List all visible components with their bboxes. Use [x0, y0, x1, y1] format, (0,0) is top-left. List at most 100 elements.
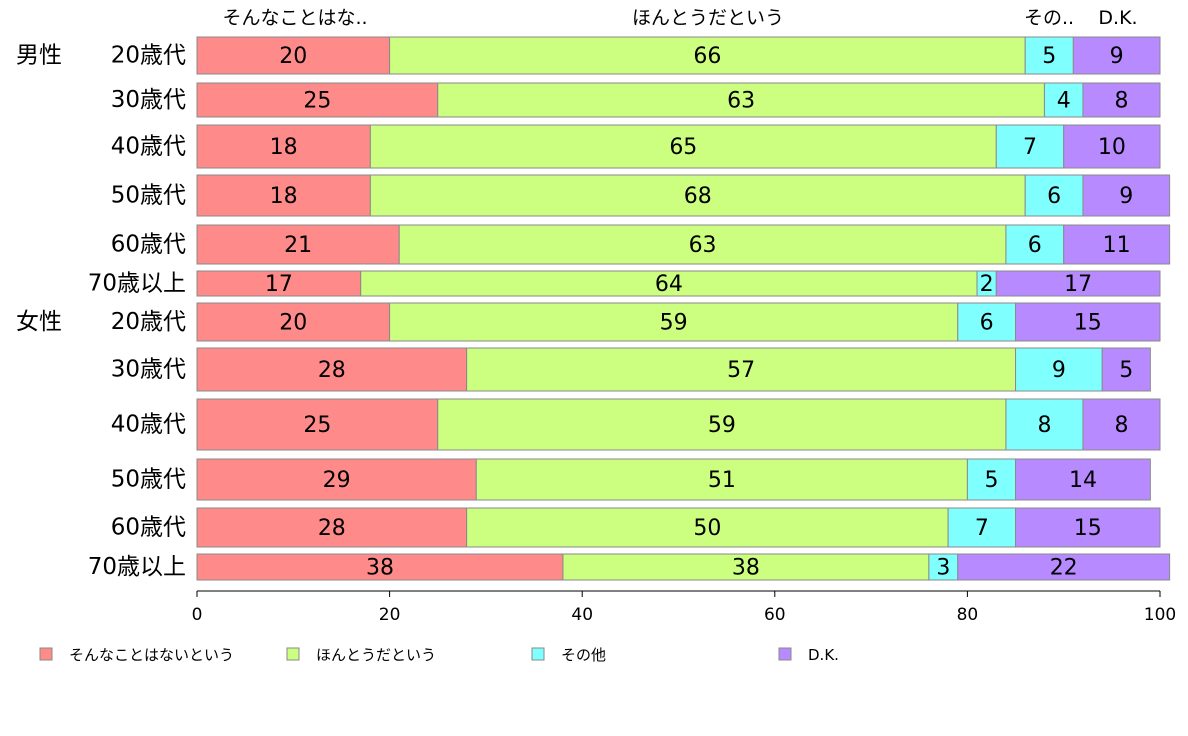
x-tick-label: 0 — [192, 605, 203, 625]
legend-label: ほんとうだという — [316, 646, 436, 664]
data-label: 8 — [1114, 413, 1128, 438]
row-label: 60歳代 — [111, 515, 186, 541]
data-label: 66 — [693, 44, 721, 69]
data-label: 28 — [318, 358, 346, 383]
bar-segment — [466, 507, 949, 548]
data-label: 5 — [1042, 44, 1056, 69]
x-tick-label: 60 — [764, 605, 786, 625]
data-label: 17 — [1064, 272, 1092, 297]
data-label: 6 — [980, 311, 994, 336]
data-label: 5 — [1119, 358, 1133, 383]
data-label: 20 — [279, 311, 307, 336]
bar-segment — [1082, 82, 1161, 118]
bar-segment — [1015, 302, 1161, 342]
bar-segment — [1082, 398, 1161, 451]
bar-segment — [437, 82, 1045, 118]
bar-segment — [475, 458, 968, 501]
column-header: ほんとうだという — [632, 7, 784, 29]
bar-segment — [562, 553, 930, 581]
data-label: 51 — [708, 468, 736, 493]
data-label: 25 — [303, 413, 331, 438]
column-header: D.K. — [1098, 7, 1137, 29]
bar-segment — [369, 124, 997, 169]
bar-segment — [1063, 124, 1161, 169]
row-label: 20歳代 — [111, 43, 186, 69]
bar-segment — [928, 553, 959, 581]
data-label: 21 — [284, 233, 312, 258]
data-label: 9 — [1052, 358, 1066, 383]
legend-swatch — [286, 647, 300, 661]
data-label: 11 — [1103, 233, 1131, 258]
data-label: 2 — [980, 272, 994, 297]
data-label: 17 — [265, 272, 293, 297]
bar-segment — [1043, 82, 1084, 118]
bar-segment — [437, 398, 1007, 451]
group-label: 女性 — [16, 309, 62, 335]
x-tick-label: 40 — [571, 605, 593, 625]
group-label: 男性 — [16, 43, 62, 69]
data-label: 8 — [1037, 413, 1051, 438]
row-label: 60歳代 — [111, 232, 186, 258]
row-label: 30歳代 — [111, 357, 186, 383]
data-label: 63 — [689, 233, 717, 258]
data-label: 59 — [708, 413, 736, 438]
x-tick-label: 80 — [957, 605, 979, 625]
bar-segment — [196, 174, 371, 217]
bar-segment — [957, 553, 1171, 581]
bar-segment — [389, 302, 959, 342]
bar-segment — [196, 36, 391, 75]
bar-segment — [1005, 224, 1065, 265]
bar-segment — [196, 458, 477, 501]
data-label: 28 — [318, 516, 346, 541]
row-label: 50歳代 — [111, 467, 186, 493]
bar-segment — [1015, 507, 1161, 548]
row-labels: 20歳代男性30歳代40歳代50歳代60歳代70歳以上20歳代女性30歳代40歳… — [16, 43, 186, 581]
data-label: 65 — [669, 135, 697, 160]
data-label: 7 — [975, 516, 989, 541]
legend-swatch — [39, 647, 53, 661]
legend: そんなことはないという ほんとうだという その他 D.K. — [39, 646, 839, 664]
bar-segment — [1015, 458, 1151, 501]
data-label: 10 — [1098, 135, 1126, 160]
legend-swatch — [531, 647, 545, 661]
column-header: その.. — [1024, 7, 1074, 29]
data-label: 50 — [693, 516, 721, 541]
legend-swatch — [778, 647, 792, 661]
data-label: 7 — [1023, 135, 1037, 160]
row-label: 50歳代 — [111, 183, 186, 209]
data-label: 9 — [1110, 44, 1124, 69]
bar-segment — [196, 224, 400, 265]
column-headers: そんなことはな.. ほんとうだという その.. D.K. — [222, 7, 1137, 29]
data-label: 8 — [1114, 89, 1128, 114]
data-label: 15 — [1074, 311, 1102, 336]
bar-segment — [196, 553, 564, 581]
bar-segment — [196, 82, 439, 118]
data-label: 63 — [727, 89, 755, 114]
data-label: 38 — [732, 556, 760, 581]
row-label: 70歳以上 — [88, 271, 186, 297]
bar-segment — [966, 458, 1017, 501]
bar-segment — [196, 270, 362, 297]
data-label: 57 — [727, 358, 755, 383]
bar-segment — [369, 174, 1026, 217]
bar-segment — [1072, 36, 1161, 75]
bar-segment — [957, 302, 1017, 342]
data-label: 4 — [1057, 89, 1071, 114]
data-label: 59 — [660, 311, 688, 336]
bar-segment — [1024, 36, 1074, 75]
bar-segment — [1063, 224, 1171, 265]
bar-segment — [196, 302, 391, 342]
bar-segment — [196, 124, 371, 169]
row-label: 40歳代 — [111, 134, 186, 160]
row-label: 40歳代 — [111, 412, 186, 438]
data-label: 9 — [1119, 184, 1133, 209]
column-header: そんなことはな.. — [222, 7, 367, 29]
data-label: 15 — [1074, 516, 1102, 541]
data-label: 29 — [323, 468, 351, 493]
data-label: 18 — [270, 184, 298, 209]
data-label: 22 — [1050, 556, 1078, 581]
bar-segment — [389, 36, 1026, 75]
bar-segment — [360, 270, 978, 297]
data-label: 5 — [984, 468, 998, 493]
